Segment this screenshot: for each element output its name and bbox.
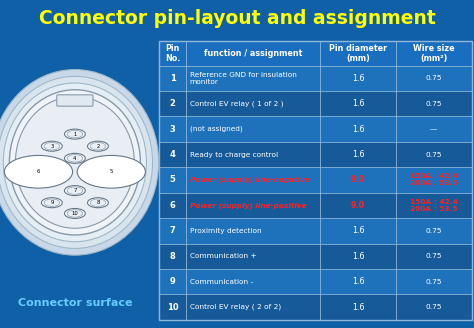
Text: 7: 7 <box>73 188 77 193</box>
Text: 9.0: 9.0 <box>351 201 365 210</box>
Text: Communication -: Communication - <box>190 279 253 285</box>
Text: 9: 9 <box>50 200 54 205</box>
Text: 2: 2 <box>170 99 175 108</box>
Bar <box>159 243 472 269</box>
Text: 0.75: 0.75 <box>426 228 442 234</box>
Bar <box>159 116 472 142</box>
Text: 1.6: 1.6 <box>352 150 365 159</box>
Text: 150A : 42.4
200A : 53.5: 150A : 42.4 200A : 53.5 <box>410 174 458 186</box>
Bar <box>159 142 472 167</box>
Text: 1.6: 1.6 <box>352 252 365 261</box>
Text: 150A : 42.4
200A : 53.5: 150A : 42.4 200A : 53.5 <box>410 199 458 212</box>
Text: 0.75: 0.75 <box>426 304 442 310</box>
Ellipse shape <box>0 76 153 248</box>
Text: Ready to charge control: Ready to charge control <box>190 152 278 157</box>
Text: 0.75: 0.75 <box>426 152 442 157</box>
Ellipse shape <box>88 198 109 208</box>
Text: Control EV relay ( 1 of 2 ): Control EV relay ( 1 of 2 ) <box>190 100 283 107</box>
Ellipse shape <box>67 154 82 162</box>
Ellipse shape <box>9 90 140 235</box>
Text: 7: 7 <box>170 226 175 235</box>
Text: Pin diameter
(mm): Pin diameter (mm) <box>329 44 387 63</box>
Text: Power (supply) line-positive: Power (supply) line-positive <box>190 202 306 209</box>
Text: Connector surface: Connector surface <box>18 298 132 308</box>
Text: 6: 6 <box>37 169 40 174</box>
Ellipse shape <box>67 187 82 195</box>
Text: Reference GND for insulation
monitor: Reference GND for insulation monitor <box>190 72 297 85</box>
Text: 1.6: 1.6 <box>352 226 365 235</box>
Bar <box>159 66 472 91</box>
Ellipse shape <box>77 155 146 188</box>
Ellipse shape <box>64 186 85 195</box>
Bar <box>159 41 472 320</box>
Text: Control EV relay ( 2 of 2): Control EV relay ( 2 of 2) <box>190 304 281 310</box>
Text: Pin
No.: Pin No. <box>165 44 180 63</box>
Text: 1.6: 1.6 <box>352 277 365 286</box>
Ellipse shape <box>64 209 85 218</box>
Text: 1: 1 <box>170 74 175 83</box>
Ellipse shape <box>41 198 62 208</box>
Text: Proximity detection: Proximity detection <box>190 228 261 234</box>
Ellipse shape <box>41 141 62 151</box>
Bar <box>159 294 472 320</box>
Text: 1: 1 <box>73 132 77 137</box>
Text: 2: 2 <box>96 144 100 149</box>
Text: 3: 3 <box>50 144 54 149</box>
Text: 8: 8 <box>96 200 100 205</box>
Text: —: — <box>430 126 438 132</box>
Ellipse shape <box>0 70 159 255</box>
Ellipse shape <box>67 210 82 217</box>
Text: 1.6: 1.6 <box>352 99 365 108</box>
Text: 4: 4 <box>73 156 77 161</box>
Ellipse shape <box>3 83 146 242</box>
Ellipse shape <box>90 142 106 150</box>
Ellipse shape <box>44 199 60 206</box>
Ellipse shape <box>90 199 106 206</box>
Ellipse shape <box>64 129 85 139</box>
Text: Communication +: Communication + <box>190 253 256 259</box>
Text: 6: 6 <box>170 201 175 210</box>
Text: 8: 8 <box>170 252 175 261</box>
Ellipse shape <box>44 142 60 150</box>
Text: 10: 10 <box>167 303 178 312</box>
Ellipse shape <box>16 96 134 228</box>
Text: (not assigned): (not assigned) <box>190 126 242 133</box>
Ellipse shape <box>4 155 73 188</box>
Text: function / assignment: function / assignment <box>204 49 302 58</box>
Text: 1.6: 1.6 <box>352 74 365 83</box>
Text: 3: 3 <box>170 125 175 133</box>
Bar <box>159 193 472 218</box>
Text: 1.6: 1.6 <box>352 303 365 312</box>
Text: Wire size
(mm²): Wire size (mm²) <box>413 44 455 63</box>
Text: 10: 10 <box>72 211 78 216</box>
Bar <box>159 218 472 243</box>
Text: 4: 4 <box>170 150 175 159</box>
Text: 0.75: 0.75 <box>426 75 442 81</box>
Text: 0.75: 0.75 <box>426 101 442 107</box>
Ellipse shape <box>67 130 82 138</box>
Bar <box>159 269 472 294</box>
Text: 0.75: 0.75 <box>426 279 442 285</box>
FancyBboxPatch shape <box>57 95 93 106</box>
Ellipse shape <box>88 141 109 151</box>
Text: 5: 5 <box>109 169 113 174</box>
Text: Connector pin-layout and assignment: Connector pin-layout and assignment <box>38 9 436 28</box>
Bar <box>159 167 472 193</box>
Bar <box>159 91 472 116</box>
Text: Power (supply) line-negative: Power (supply) line-negative <box>190 177 310 183</box>
Ellipse shape <box>64 153 85 163</box>
Text: 9.0: 9.0 <box>351 175 365 184</box>
Text: 5: 5 <box>170 175 175 184</box>
Text: 0.75: 0.75 <box>426 253 442 259</box>
Text: 1.6: 1.6 <box>352 125 365 133</box>
Text: 9: 9 <box>170 277 175 286</box>
Bar <box>159 41 472 66</box>
